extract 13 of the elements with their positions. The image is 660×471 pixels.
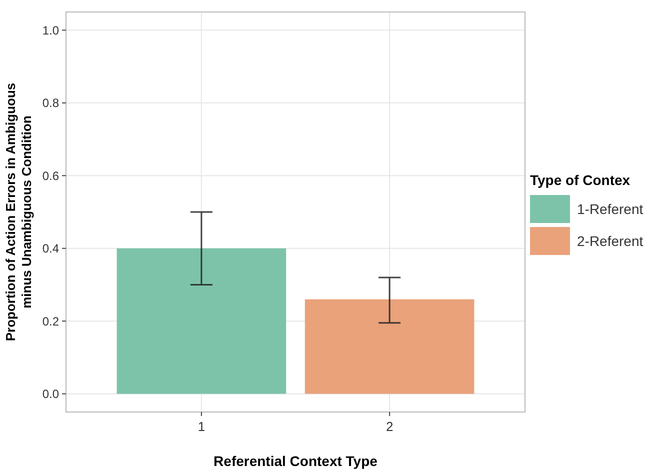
x-tick-label: 2 [386,419,394,434]
x-tick-label: 1 [198,419,206,434]
y-tick-label: 0.2 [42,314,60,328]
y-tick-label: 0.4 [42,242,60,256]
legend-title: Type of Contex [530,172,630,188]
legend-label: 2-Referent [577,232,644,249]
x-axis-title: Referential Context Type [214,453,378,469]
legend-label: 1-Referent [577,200,644,217]
y-tick-label: 0.8 [42,96,60,110]
y-axis-title: Proportion of Action Errors in Ambiguous minus Unambiguous Condition [3,82,34,342]
y-tick-label: 0.6 [42,168,60,183]
y-tick-label: 0.0 [42,387,60,402]
y-tick-label: 1.0 [42,23,60,38]
